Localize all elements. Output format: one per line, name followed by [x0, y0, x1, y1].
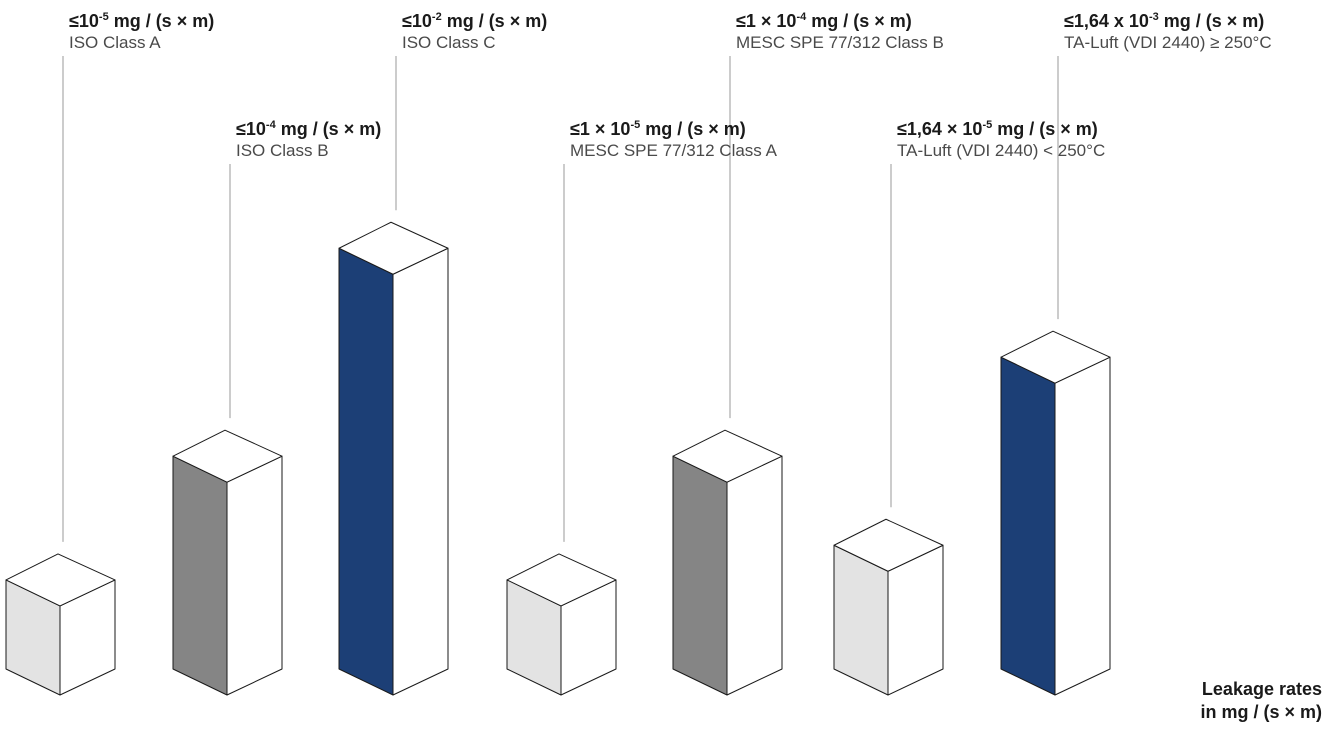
bar-top-face [338, 221, 449, 275]
leakage-rate-label: ≤1 × 10-4 mg / (s × m) [736, 10, 944, 32]
bar-side-face [338, 247, 394, 696]
bar-label: ≤1 × 10-5 mg / (s × m) MESC SPE 77/312 Cl… [570, 118, 777, 162]
rate-exponent: -5 [982, 119, 993, 131]
rate-unit: mg / (s × m) [275, 119, 382, 139]
rate-unit: mg / (s × m) [441, 11, 548, 31]
bar-top-face [1000, 330, 1111, 384]
rate-unit: mg / (s × m) [806, 11, 912, 31]
bar-side-face [172, 455, 228, 696]
leakage-rate-label: ≤1 × 10-5 mg / (s × m) [570, 118, 777, 140]
bar-label: ≤10-2 mg / (s × m) ISO Class C [402, 10, 547, 54]
leakage-rate-label: ≤10-4 mg / (s × m) [236, 118, 381, 140]
bar-label: ≤1,64 x 10-3 mg / (s × m) TA-Luft (VDI 24… [1064, 10, 1272, 54]
bar-top-face [5, 553, 116, 607]
rate-unit: mg / (s × m) [1158, 11, 1265, 31]
unit-label-line-2: in mg / (s × m) [1200, 702, 1322, 722]
bar-top-face [672, 429, 783, 483]
leakage-rate-label: ≤1,64 x 10-3 mg / (s × m) [1064, 10, 1272, 32]
leakage-rate-label: ≤10-5 mg / (s × m) [69, 10, 214, 32]
rate-exponent: -2 [431, 11, 442, 23]
bar-front-face [726, 455, 783, 696]
standard-label: ISO Class C [402, 33, 496, 52]
bar-side-face [1000, 356, 1056, 696]
standard-label: TA-Luft (VDI 2440) ≥ 250°C [1064, 33, 1272, 52]
rate-prefix: ≤1 × 10 [736, 11, 797, 31]
rate-unit: mg / (s × m) [108, 11, 215, 31]
bar-top-face [172, 429, 283, 483]
bar-front-face [1054, 356, 1111, 696]
rate-exponent: -5 [98, 11, 109, 23]
leakage-rate-label: ≤1,64 × 10-5 mg / (s × m) [897, 118, 1105, 140]
bar-top-face [506, 553, 617, 607]
leakage-rate-label: ≤10-2 mg / (s × m) [402, 10, 547, 32]
rate-prefix: ≤10 [69, 11, 99, 31]
standard-label: ISO Class B [236, 141, 329, 160]
bar-label: ≤1 × 10-4 mg / (s × m) MESC SPE 77/312 Cl… [736, 10, 944, 54]
rate-prefix: ≤10 [236, 119, 266, 139]
rate-prefix: ≤1,64 x 10 [1064, 11, 1149, 31]
rate-prefix: ≤1,64 × 10 [897, 119, 983, 139]
unit-label: Leakage rates in mg / (s × m) [1200, 678, 1322, 724]
rate-exponent: -5 [630, 119, 641, 131]
rate-exponent: -4 [796, 11, 807, 23]
bar-side-face [672, 455, 728, 696]
rate-prefix: ≤1 × 10 [570, 119, 631, 139]
rate-unit: mg / (s × m) [992, 119, 1098, 139]
bar-label: ≤10-4 mg / (s × m) ISO Class B [236, 118, 381, 162]
unit-label-line-1: Leakage rates [1201, 679, 1322, 699]
bar-label: ≤10-5 mg / (s × m) ISO Class A [69, 10, 214, 54]
rate-exponent: -4 [265, 119, 276, 131]
rate-unit: mg / (s × m) [640, 119, 746, 139]
standard-label: TA-Luft (VDI 2440) < 250°C [897, 141, 1106, 160]
bar-front-face [226, 455, 283, 696]
standard-label: ISO Class A [69, 33, 161, 52]
bar-top-face [833, 518, 944, 572]
rate-prefix: ≤10 [402, 11, 432, 31]
bar-front-face [392, 247, 449, 696]
standard-label: MESC SPE 77/312 Class B [736, 33, 944, 52]
bar-label: ≤1,64 × 10-5 mg / (s × m) TA-Luft (VDI 24… [897, 118, 1105, 162]
standard-label: MESC SPE 77/312 Class A [570, 141, 777, 160]
rate-exponent: -3 [1148, 11, 1159, 23]
